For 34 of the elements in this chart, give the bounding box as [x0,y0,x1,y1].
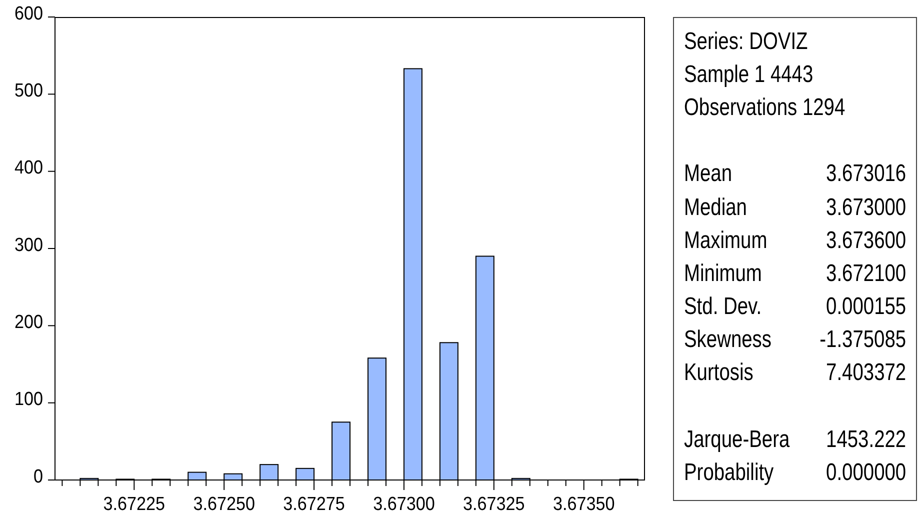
text: Maximum [684,226,768,254]
y-tick-label: 100 [14,388,43,410]
text: 7.403372 [826,359,906,386]
text: Jarque-Bera [684,426,790,453]
text: Sample 1 4443 [684,60,814,88]
x-tick-label: 3.67275 [283,493,345,514]
text: Skewness [684,326,772,354]
text: -1.375085 [820,326,906,354]
x-tick-label: 3.67350 [552,493,615,514]
text: Std. Dev. [684,293,762,320]
text: 0.000155 [826,293,906,320]
y-tick-label: 500 [14,80,43,101]
y-tick-label: 0 [33,465,43,487]
y-tick-label: 200 [14,311,43,332]
text: Observations 1294 [684,94,846,121]
text: Series: DOVIZ [684,28,808,55]
text: 3.673000 [826,194,906,221]
x-tick-label: 3.67250 [193,493,255,514]
y-tick-label: 600 [14,2,43,24]
text: 3.673600 [826,226,906,254]
x-tick-label: 3.67300 [373,493,435,514]
text: 1453.222 [826,426,906,453]
text: Mean [684,160,732,188]
y-tick-label: 300 [14,234,43,256]
text: Probability [684,459,774,486]
text: 3.673016 [826,160,906,188]
text: Median [684,194,747,221]
text: 0.000000 [826,459,906,486]
x-tick-label: 3.67325 [463,493,525,514]
text: Minimum [684,260,762,287]
y-tick-label: 400 [14,156,43,178]
x-tick-label: 3.67225 [103,493,166,514]
text: 3.672100 [826,260,906,287]
text: Kurtosis [684,359,754,386]
